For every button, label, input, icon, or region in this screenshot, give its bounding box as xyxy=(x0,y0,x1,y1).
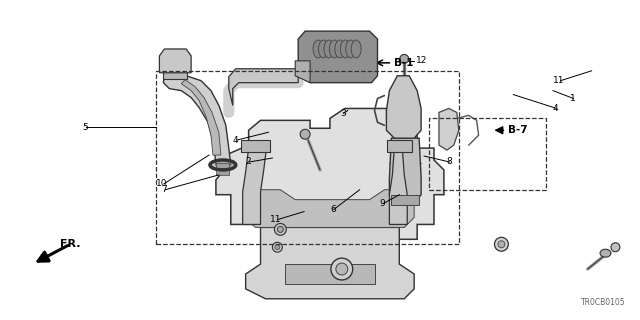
Ellipse shape xyxy=(351,40,361,58)
Ellipse shape xyxy=(495,237,508,251)
Ellipse shape xyxy=(210,160,236,170)
Ellipse shape xyxy=(331,258,353,280)
Text: 9: 9 xyxy=(380,199,385,208)
Text: B-7: B-7 xyxy=(508,125,528,135)
Text: 2: 2 xyxy=(246,157,252,166)
Polygon shape xyxy=(163,69,187,79)
Polygon shape xyxy=(392,195,419,204)
Polygon shape xyxy=(298,31,378,83)
Polygon shape xyxy=(389,138,421,200)
Ellipse shape xyxy=(336,263,348,275)
Polygon shape xyxy=(246,228,414,299)
Polygon shape xyxy=(295,61,310,83)
Polygon shape xyxy=(387,76,421,138)
Text: 12: 12 xyxy=(416,56,428,65)
Ellipse shape xyxy=(340,40,350,58)
Polygon shape xyxy=(389,148,407,224)
Text: 5: 5 xyxy=(82,123,88,132)
Text: FR.: FR. xyxy=(60,239,81,249)
Polygon shape xyxy=(387,140,412,152)
Text: 10: 10 xyxy=(156,179,168,188)
Text: 8: 8 xyxy=(446,157,452,166)
Polygon shape xyxy=(216,170,228,175)
Polygon shape xyxy=(243,148,266,224)
Ellipse shape xyxy=(498,241,505,248)
Ellipse shape xyxy=(600,249,611,257)
Text: 11: 11 xyxy=(271,215,282,224)
Ellipse shape xyxy=(319,40,328,58)
Ellipse shape xyxy=(273,242,282,252)
Polygon shape xyxy=(228,69,298,106)
Text: 7: 7 xyxy=(161,185,167,194)
Ellipse shape xyxy=(400,54,409,63)
Text: TR0CB0105: TR0CB0105 xyxy=(580,298,625,307)
Polygon shape xyxy=(439,108,459,150)
Ellipse shape xyxy=(330,40,339,58)
Ellipse shape xyxy=(275,223,286,235)
Ellipse shape xyxy=(313,40,323,58)
Text: 4: 4 xyxy=(553,104,559,113)
Ellipse shape xyxy=(346,40,356,58)
Polygon shape xyxy=(216,163,228,168)
Text: 11: 11 xyxy=(553,76,564,85)
Text: 3: 3 xyxy=(340,109,346,118)
Ellipse shape xyxy=(275,245,280,250)
Polygon shape xyxy=(159,49,191,73)
Ellipse shape xyxy=(300,129,310,139)
Polygon shape xyxy=(163,76,231,165)
Polygon shape xyxy=(181,80,221,155)
Text: B-1: B-1 xyxy=(394,58,414,68)
Ellipse shape xyxy=(324,40,334,58)
Text: 6: 6 xyxy=(330,205,335,214)
Ellipse shape xyxy=(277,227,284,232)
Ellipse shape xyxy=(611,243,620,252)
Polygon shape xyxy=(216,108,444,239)
Polygon shape xyxy=(246,190,414,228)
Text: 4: 4 xyxy=(233,136,238,145)
Polygon shape xyxy=(285,264,374,284)
Ellipse shape xyxy=(335,40,345,58)
Polygon shape xyxy=(241,140,271,152)
Text: 1: 1 xyxy=(570,94,575,103)
